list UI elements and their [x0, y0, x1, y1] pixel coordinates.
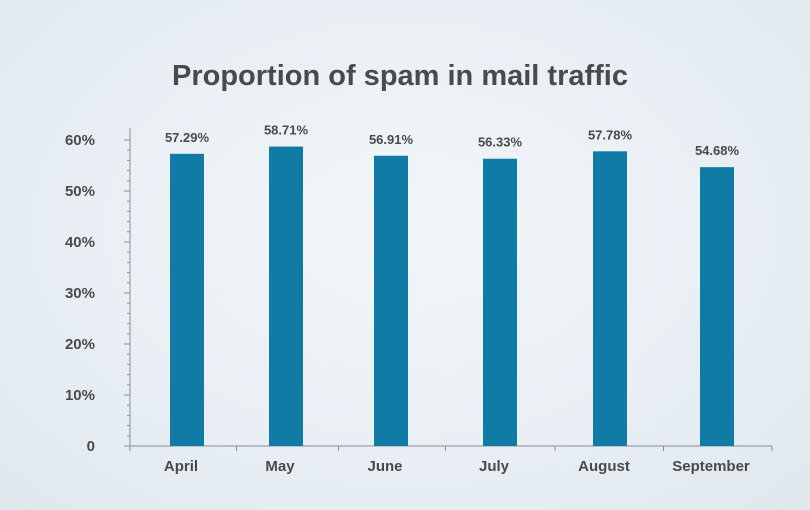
- y-tick-label: 10%: [65, 387, 95, 404]
- bar-june: [374, 155, 408, 446]
- bar-may: [269, 146, 303, 447]
- x-tick-label: May: [265, 458, 295, 475]
- x-tick-label: July: [479, 458, 510, 475]
- bar-april: [170, 153, 204, 447]
- bar-august: [593, 151, 627, 446]
- chart-title: Proportion of spam in mail traffic: [172, 60, 628, 92]
- x-tick-label: April: [164, 458, 198, 475]
- x-tick-label: September: [672, 458, 750, 475]
- y-tick-label: 60%: [65, 132, 95, 149]
- y-tick-label: 30%: [65, 285, 95, 302]
- bar-value-label: 56.33%: [478, 135, 523, 150]
- y-tick-label: 40%: [65, 234, 95, 251]
- x-tick-label: August: [578, 458, 630, 475]
- bar-value-label: 54.68%: [695, 143, 740, 158]
- bar-value-label: 57.29%: [165, 130, 210, 145]
- y-tick-label: 0: [87, 438, 95, 455]
- y-tick-label: 20%: [65, 336, 95, 353]
- bar-september: [700, 167, 734, 446]
- bar-value-label: 56.91%: [369, 132, 414, 147]
- bar-july: [483, 158, 517, 447]
- bar-value-label: 58.71%: [264, 123, 309, 138]
- y-tick-label: 50%: [65, 183, 95, 200]
- bar-value-label: 57.78%: [588, 127, 633, 142]
- x-tick-label: June: [367, 458, 402, 475]
